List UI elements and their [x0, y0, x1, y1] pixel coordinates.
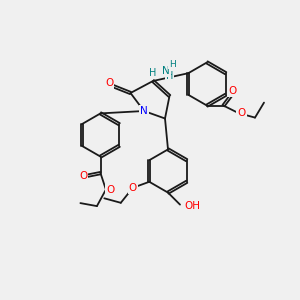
Text: OH: OH [184, 201, 200, 211]
Text: O: O [106, 184, 115, 195]
Text: O: O [129, 183, 137, 193]
Text: H: H [149, 68, 156, 79]
Text: O: O [237, 108, 246, 118]
Text: O: O [105, 78, 113, 88]
Text: H: H [166, 70, 173, 81]
Text: O: O [228, 85, 237, 96]
Text: H: H [169, 60, 175, 69]
Text: N: N [162, 66, 170, 76]
Text: O: O [79, 171, 87, 181]
Text: N: N [140, 106, 148, 116]
